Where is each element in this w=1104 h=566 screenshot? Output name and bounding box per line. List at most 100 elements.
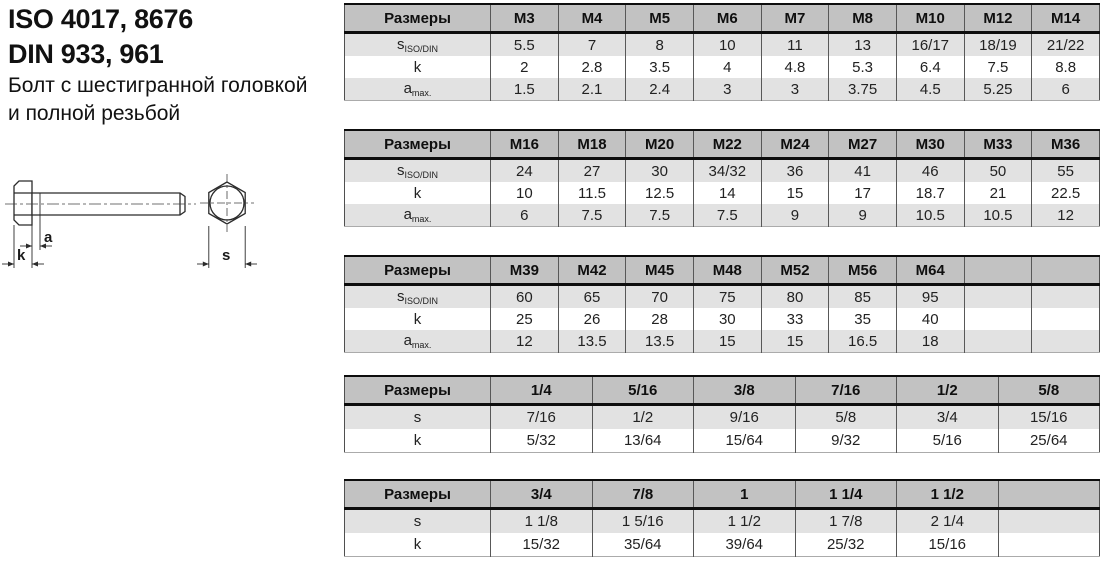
table-row: k 25 26 28 30 33 35 40 xyxy=(344,308,1100,330)
value-cell: 46 xyxy=(895,158,965,182)
size-column-header xyxy=(997,480,1100,510)
value-cell: 4 xyxy=(692,56,762,78)
value-cell: 5/32 xyxy=(490,429,592,453)
value-cell: 10.5 xyxy=(963,204,1032,227)
dimension-table: Размеры 3/4 7/8 1 1 1/4 1 1/2 s 1 1/8 1 5/16 1 1/… xyxy=(344,479,1100,557)
value-cell: 80 xyxy=(760,284,829,308)
value-cell: 10 xyxy=(692,32,762,56)
row-label: k xyxy=(413,58,422,76)
value-cell: 21/22 xyxy=(1031,32,1100,56)
size-column-header: M12 xyxy=(963,4,1032,34)
value-cell: 1 1/2 xyxy=(693,508,795,533)
table-row: amax. 12 13.5 13.5 15 15 16.5 18 xyxy=(344,330,1100,353)
table-row: k 2 2.8 3.5 4 4.8 5.3 6.4 7.5 8.8 xyxy=(344,56,1100,78)
size-column-header: M8 xyxy=(828,4,897,34)
value-cell: 5.25 xyxy=(963,78,1032,101)
value-cell: 22.5 xyxy=(1031,182,1100,204)
value-cell: 11 xyxy=(760,32,829,56)
size-column-header: M22 xyxy=(692,130,762,160)
value-cell: 60 xyxy=(490,284,559,308)
value-cell: 2.1 xyxy=(557,78,626,101)
value-cell: 33 xyxy=(760,308,829,330)
value-cell xyxy=(1031,284,1100,308)
dimension-table: Размеры M16 M18 M20 M22 M24 M27 M30 M33 M36 sISO/D… xyxy=(344,129,1100,227)
bolt-technical-drawing: a k s xyxy=(2,174,257,268)
row-label: amax. xyxy=(403,206,432,224)
value-cell: 2 1/4 xyxy=(896,508,998,533)
value-cell xyxy=(1031,308,1100,330)
value-cell: 55 xyxy=(1031,158,1100,182)
size-column-header: M30 xyxy=(895,130,965,160)
din-standard-title: DIN 933, 961 xyxy=(8,39,164,69)
value-cell: 5.5 xyxy=(490,32,559,56)
value-cell: 26 xyxy=(557,308,626,330)
value-cell xyxy=(997,533,1100,557)
table-corner-label: Размеры xyxy=(344,480,491,510)
table-corner-label: Размеры xyxy=(344,256,491,286)
size-column-header: 3/4 xyxy=(490,480,592,510)
size-column-header: M42 xyxy=(557,256,626,286)
value-cell: 3.5 xyxy=(625,56,694,78)
value-cell: 39/64 xyxy=(693,533,795,557)
size-column-header: M45 xyxy=(625,256,694,286)
value-cell: 7.5 xyxy=(625,204,694,227)
table-row: amax. 6 7.5 7.5 7.5 9 9 10.5 10.5 12 xyxy=(344,204,1100,227)
size-column-header xyxy=(1031,256,1100,286)
value-cell: 9/32 xyxy=(794,429,897,453)
value-cell: 1 7/8 xyxy=(794,508,897,533)
row-label: sISO/DIN xyxy=(396,288,438,306)
dimension-table: Размеры M3 M4 M5 M6 M7 M8 M10 M12 M14 sISO/DIN 5.5 7… xyxy=(344,3,1100,101)
value-cell xyxy=(1031,330,1100,353)
value-cell: 10 xyxy=(490,182,559,204)
value-cell: 15/16 xyxy=(997,404,1100,429)
iso-standard-title: ISO 4017, 8676 xyxy=(8,4,193,34)
value-cell: 34/32 xyxy=(692,158,762,182)
size-column-header: 3/8 xyxy=(693,376,795,406)
value-cell: 15/32 xyxy=(490,533,592,557)
row-label: amax. xyxy=(403,332,432,350)
size-column-header: M6 xyxy=(692,4,762,34)
size-column-header: M4 xyxy=(557,4,626,34)
size-column-header: M48 xyxy=(692,256,762,286)
size-column-header: M52 xyxy=(760,256,829,286)
value-cell: 15 xyxy=(760,330,829,353)
product-description-line1: Болт с шестигранной головкой xyxy=(8,74,308,97)
value-cell: 35/64 xyxy=(591,533,694,557)
imperial-table-quarter-to-fiveeighths: Размеры 1/4 5/16 3/8 7/16 1/2 5/8 s 7/16 1/2 9/16 5… xyxy=(344,375,1100,453)
metric-table-m39-m64: Размеры M39 M42 M45 M48 M52 M56 M64 sISO/DIN 60 65… xyxy=(344,255,1100,353)
value-cell: 15 xyxy=(760,182,829,204)
row-label: amax. xyxy=(403,80,432,98)
value-cell: 5/8 xyxy=(794,404,897,429)
table-row: s 1 1/8 1 5/16 1 1/2 1 7/8 2 1/4 xyxy=(344,508,1100,533)
size-column-header: M27 xyxy=(828,130,897,160)
size-column-header: M14 xyxy=(1031,4,1100,34)
value-cell: 85 xyxy=(828,284,897,308)
value-cell: 2.4 xyxy=(625,78,694,101)
table-row: sISO/DIN 24 27 30 34/32 36 41 46 50 55 xyxy=(344,158,1100,182)
value-cell: 15/16 xyxy=(896,533,998,557)
metric-table-m3-m14: Размеры M3 M4 M5 M6 M7 M8 M10 M12 M14 sISO/DIN 5.5 7… xyxy=(344,3,1100,101)
value-cell: 7.5 xyxy=(557,204,626,227)
value-cell: 14 xyxy=(692,182,762,204)
size-column-header: 1 1/2 xyxy=(896,480,998,510)
value-cell: 30 xyxy=(625,158,694,182)
value-cell: 18 xyxy=(895,330,965,353)
bolt-side-view xyxy=(13,180,186,226)
value-cell: 25/64 xyxy=(997,429,1100,453)
value-cell: 41 xyxy=(828,158,897,182)
value-cell: 3.75 xyxy=(828,78,897,101)
value-cell: 12.5 xyxy=(625,182,694,204)
size-column-header: M33 xyxy=(963,130,1032,160)
value-cell: 12 xyxy=(490,330,559,353)
value-cell: 13.5 xyxy=(625,330,694,353)
value-cell: 95 xyxy=(895,284,965,308)
value-cell: 12 xyxy=(1031,204,1100,227)
size-column-header: 1 1/4 xyxy=(794,480,897,510)
value-cell: 2.8 xyxy=(557,56,626,78)
row-label: k xyxy=(413,310,422,328)
size-column-header: M24 xyxy=(760,130,829,160)
size-column-header: 1 xyxy=(693,480,795,510)
table-row: amax. 1.5 2.1 2.4 3 3 3.75 4.5 5.25 6 xyxy=(344,78,1100,101)
table-row: sISO/DIN 60 65 70 75 80 85 95 xyxy=(344,284,1100,308)
